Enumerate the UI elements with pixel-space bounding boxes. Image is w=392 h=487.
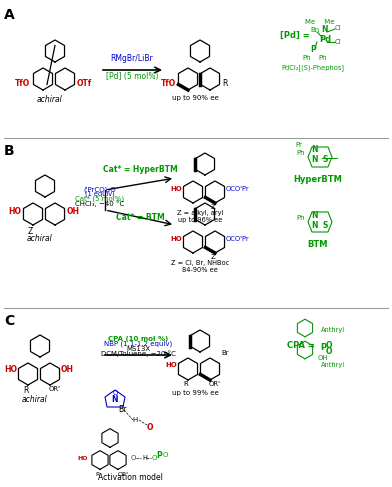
Text: OR': OR'	[118, 472, 129, 477]
Text: A: A	[4, 8, 15, 22]
Text: OCO'Pr: OCO'Pr	[226, 186, 250, 192]
Text: up to 99% ee: up to 99% ee	[172, 390, 218, 396]
Text: Z: Z	[27, 227, 33, 236]
Text: NBP (1.1-1.2 equiv): NBP (1.1-1.2 equiv)	[104, 340, 172, 347]
Text: achiral: achiral	[37, 95, 63, 104]
Text: O: O	[131, 455, 136, 461]
Text: ('PrCO)₂O: ('PrCO)₂O	[83, 187, 116, 193]
Text: N: N	[322, 25, 328, 35]
Text: Z: Z	[211, 204, 216, 210]
Text: R: R	[222, 78, 227, 88]
Text: Bn: Bn	[310, 27, 319, 33]
Text: Pr: Pr	[295, 142, 302, 148]
Text: N: N	[112, 395, 118, 405]
Text: P: P	[320, 343, 326, 353]
Text: Br: Br	[221, 350, 229, 356]
Text: DCM/Toluene, −20 °C: DCM/Toluene, −20 °C	[101, 350, 176, 357]
Text: O: O	[147, 423, 153, 431]
Text: OH: OH	[318, 355, 328, 361]
Text: OH: OH	[67, 207, 80, 217]
Text: H: H	[132, 417, 138, 423]
Text: O: O	[113, 390, 118, 396]
Text: OH: OH	[61, 366, 74, 375]
Text: S: S	[322, 155, 328, 165]
Text: CHCl₃, −40 °C: CHCl₃, −40 °C	[75, 200, 125, 207]
Text: TfO: TfO	[15, 78, 30, 88]
Text: Cl: Cl	[335, 39, 341, 45]
Text: BTM: BTM	[308, 240, 328, 249]
Text: up to 90% ee: up to 90% ee	[172, 95, 218, 101]
Text: Anthryl: Anthryl	[321, 327, 345, 333]
Text: N: N	[312, 221, 318, 229]
Text: Pd: Pd	[319, 36, 331, 44]
Text: Anthryl: Anthryl	[321, 362, 345, 368]
Text: Cl: Cl	[335, 25, 341, 31]
Text: achiral: achiral	[27, 234, 53, 243]
Text: TfO: TfO	[161, 78, 176, 88]
Text: N: N	[312, 155, 318, 165]
Text: Ph: Ph	[303, 55, 311, 61]
Text: Z: Z	[211, 254, 216, 260]
Text: HO: HO	[170, 186, 182, 192]
Text: C: C	[4, 314, 14, 328]
Text: achiral: achiral	[22, 395, 48, 404]
Text: OCO'Pr: OCO'Pr	[226, 236, 250, 242]
Text: HO: HO	[8, 207, 21, 217]
Text: Me    Me: Me Me	[305, 19, 335, 25]
Text: R: R	[183, 381, 189, 387]
Text: Ph: Ph	[296, 215, 305, 221]
Text: N: N	[312, 210, 318, 220]
Text: MS13X: MS13X	[126, 346, 150, 352]
Text: Cat* (5 mol%): Cat* (5 mol%)	[75, 195, 125, 202]
Text: O: O	[152, 455, 157, 461]
Text: O: O	[162, 452, 168, 458]
Text: [Pd] (5 mol%): [Pd] (5 mol%)	[106, 72, 158, 81]
Text: CPA (10 mol %): CPA (10 mol %)	[108, 336, 168, 342]
Text: O: O	[326, 348, 332, 356]
Text: Cat* = HyperBTM: Cat* = HyperBTM	[103, 165, 177, 174]
Text: HyperBTM: HyperBTM	[294, 175, 343, 184]
Text: P: P	[310, 45, 316, 55]
Text: P: P	[156, 450, 162, 460]
Text: B: B	[4, 144, 15, 158]
Text: N: N	[312, 146, 318, 154]
Text: HO: HO	[165, 362, 177, 368]
Text: CPA =: CPA =	[287, 340, 315, 350]
Text: R: R	[23, 386, 29, 395]
Text: HO: HO	[4, 366, 17, 375]
Text: S: S	[322, 221, 328, 229]
Text: OTf: OTf	[77, 78, 92, 88]
Text: OR': OR'	[49, 386, 61, 392]
Text: Z = alkyl, aryl
up to 96% ee: Z = alkyl, aryl up to 96% ee	[177, 210, 223, 223]
Text: R: R	[96, 472, 100, 477]
Text: H: H	[142, 455, 147, 461]
Text: Ph: Ph	[296, 150, 305, 156]
Text: Br: Br	[118, 406, 126, 414]
Text: HO: HO	[78, 455, 88, 461]
Text: Z = Cl, Br, NHBoc
84-90% ee: Z = Cl, Br, NHBoc 84-90% ee	[171, 260, 229, 273]
Text: Activation model: Activation model	[98, 473, 162, 482]
Text: OR': OR'	[209, 381, 221, 387]
Text: Ph: Ph	[319, 55, 327, 61]
Text: (1 equiv): (1 equiv)	[85, 190, 115, 197]
Text: [Pd] =: [Pd] =	[280, 31, 310, 39]
Text: O: O	[326, 340, 332, 350]
Text: RMgBr/LiBr: RMgBr/LiBr	[111, 54, 153, 63]
Text: HO: HO	[170, 236, 182, 242]
Text: Cat* = BTM: Cat* = BTM	[116, 213, 164, 222]
Text: PdCl₂[(S)-Phephos]: PdCl₂[(S)-Phephos]	[281, 65, 345, 72]
